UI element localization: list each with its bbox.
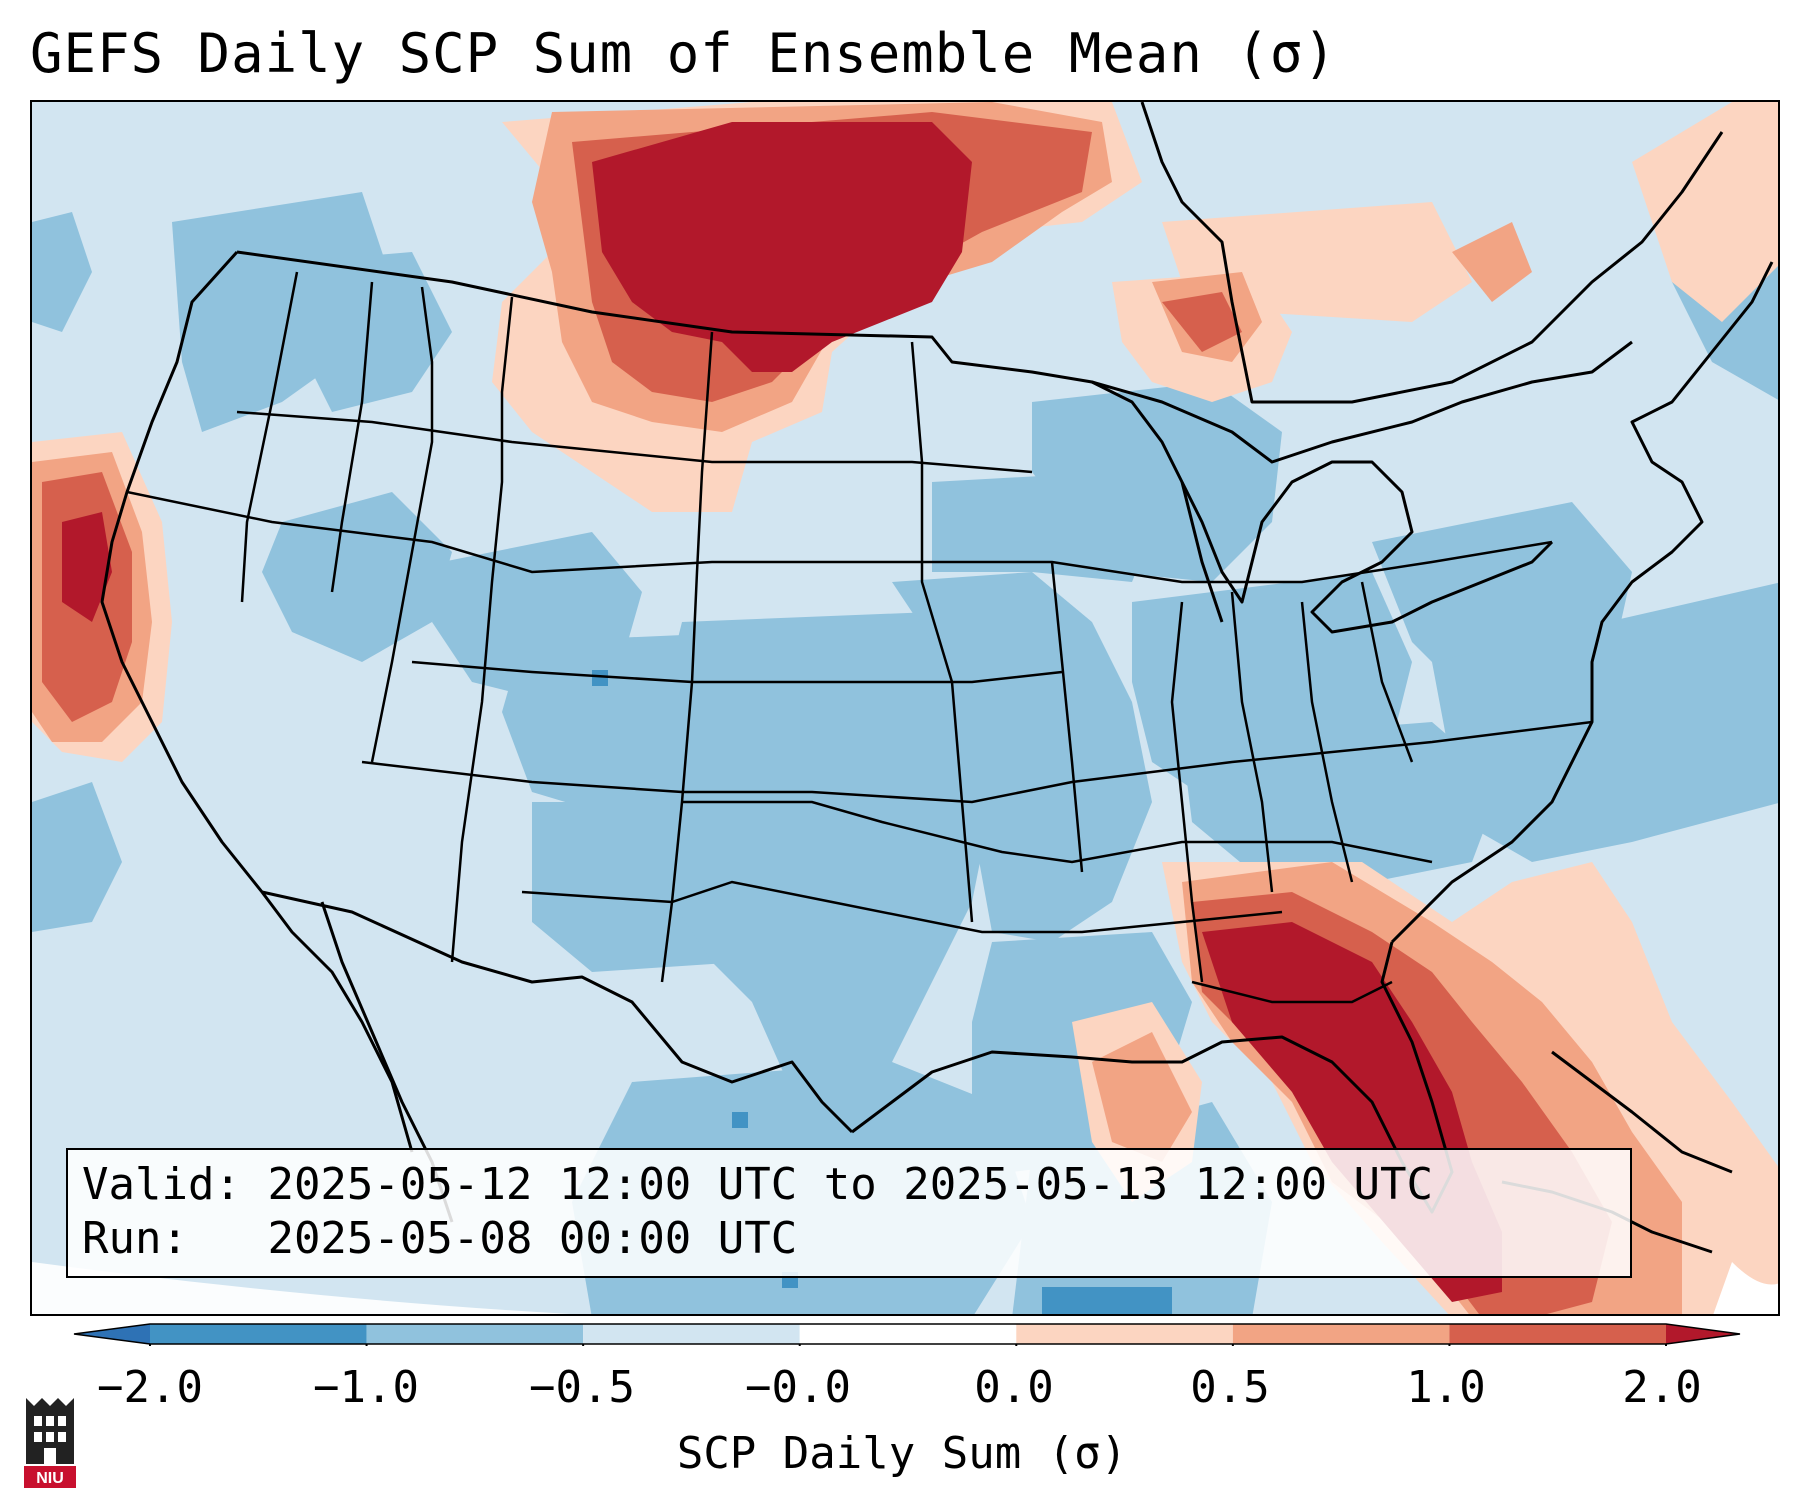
- us-canada-border: [236, 250, 1633, 464]
- colorbar-bin: [1449, 1324, 1666, 1344]
- run-label: Run:: [82, 1213, 188, 1264]
- colorbar-bin: [74, 1324, 150, 1344]
- map-panel[interactable]: [30, 100, 1780, 1316]
- valid-value: 2025-05-12 12:00 UTC to 2025-05-13 12:00…: [267, 1159, 1434, 1210]
- colorbar-tick-label: 0.0: [974, 1362, 1054, 1413]
- lake-michigan-outline: [1180, 481, 1224, 623]
- run-value: 2025-05-08 00:00 UTC: [267, 1213, 798, 1264]
- scp-field-map: [32, 102, 1778, 1314]
- colorbar-bin: [150, 1324, 367, 1344]
- colorbar-tick-label: −1.0: [313, 1362, 419, 1413]
- colorbar-bin: [366, 1324, 584, 1344]
- colorbar-tick-label: 0.5: [1190, 1362, 1270, 1413]
- west-coastline: [100, 250, 414, 1153]
- niu-logo-icon: NIU: [24, 1398, 76, 1488]
- colorbar-label: SCP Daily Sum (σ): [676, 1428, 1128, 1479]
- us-mexico-border: [261, 890, 854, 1134]
- colorbar-tick-label: −0.5: [529, 1362, 635, 1413]
- map-title: GEFS Daily SCP Sum of Ensemble Mean (σ): [30, 22, 1337, 85]
- east-coastline: [1390, 261, 1774, 944]
- gulf-coastline: [851, 941, 1454, 1214]
- colorbar-bin: [1016, 1324, 1233, 1344]
- valid-run-info-box: Valid: 2025-05-12 12:00 UTC to 2025-05-1…: [66, 1148, 1632, 1278]
- colorbar-tick-label: −2.0: [97, 1362, 203, 1413]
- colorbar-bin: [583, 1324, 800, 1344]
- valid-label: Valid:: [82, 1159, 241, 1210]
- colorbar-tick-label: 2.0: [1622, 1362, 1702, 1413]
- colorbar-bin: [1232, 1324, 1450, 1344]
- colorbar-tick-label: 1.0: [1406, 1362, 1486, 1413]
- state-borders: [126, 271, 1593, 1004]
- field-negative-strong: [592, 670, 1172, 1314]
- canada-coast: [1140, 102, 1724, 404]
- bahamas-outline: [1551, 1050, 1733, 1174]
- colorbar-bin: [1666, 1324, 1740, 1344]
- svg-text:NIU: NIU: [36, 1470, 64, 1487]
- projection-edge: [32, 1262, 1778, 1314]
- colorbar-tick-label: −0.0: [745, 1362, 851, 1413]
- colorbar-bin: [799, 1324, 1017, 1344]
- great-lakes-outline: [1091, 380, 1554, 634]
- colorbar: [73, 1323, 1741, 1346]
